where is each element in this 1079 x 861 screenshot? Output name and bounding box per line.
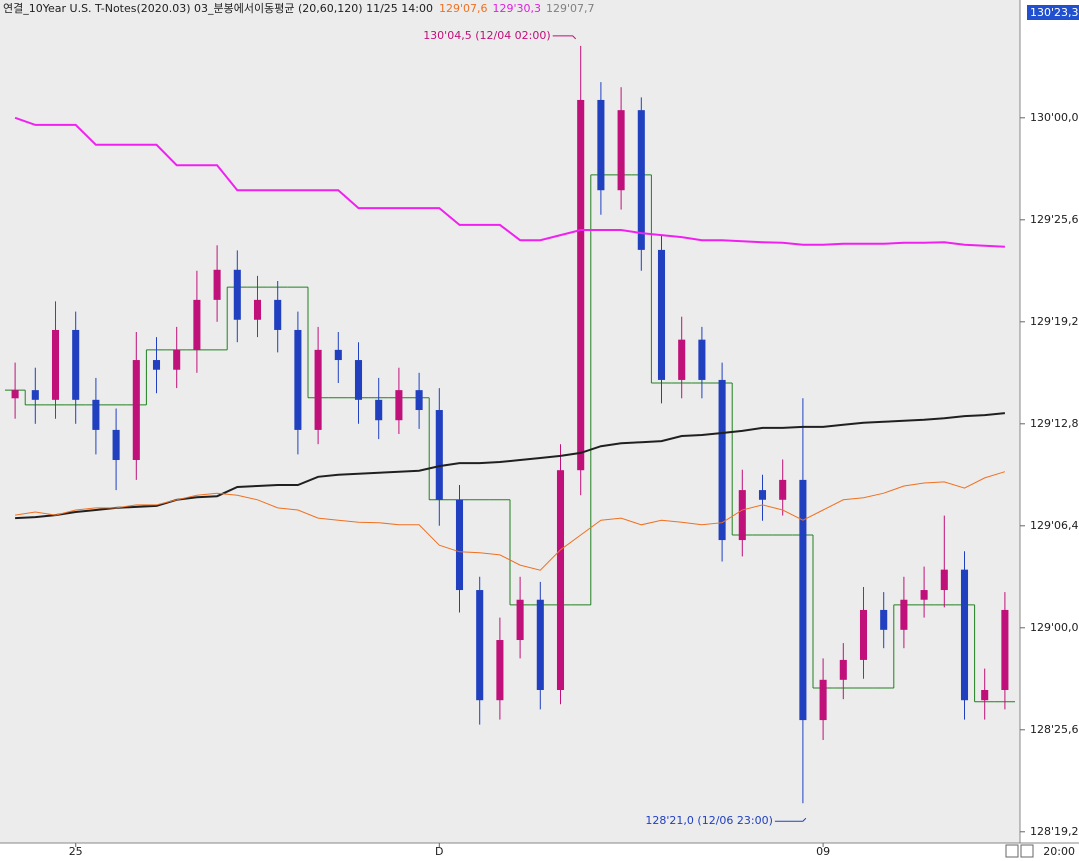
candle-body (779, 479, 787, 500)
candle-body (960, 569, 969, 701)
y-tick-label: 129'19,2 (1030, 315, 1079, 328)
candle-body (819, 679, 827, 721)
candle-body (698, 339, 706, 380)
tool-icon[interactable] (1005, 844, 1019, 858)
candle-body (354, 360, 363, 400)
candle-body (92, 399, 100, 430)
candle-body (516, 599, 524, 641)
candle-body (112, 429, 120, 461)
y-tick-label: 128'25,6 (1030, 723, 1079, 736)
candle-body (981, 690, 989, 701)
candle-body (31, 390, 39, 400)
candle-body (758, 490, 767, 500)
y-tick-label: 129'00,0 (1030, 621, 1079, 634)
candle-body (536, 599, 544, 691)
price-marker-box (1027, 5, 1079, 20)
plot-area (0, 0, 1020, 843)
candle-body (193, 299, 201, 350)
header-value: 129'07,6 (439, 2, 488, 15)
x-tick-label: 09 (816, 845, 830, 858)
candle-body (839, 659, 847, 680)
candle-body (859, 609, 868, 660)
candle-body (253, 299, 262, 320)
candle-body (496, 640, 504, 701)
annotation: 130'04,5 (12/04 02:00) (423, 29, 551, 42)
candle-body (435, 410, 443, 500)
candle-body (920, 590, 928, 600)
price-marker: 130'23,3 (1030, 6, 1079, 19)
candle-body (334, 349, 342, 361)
annotation-leader (774, 817, 807, 822)
candle-body (314, 349, 322, 430)
annotation: 128'21,0 (12/06 23:00) (645, 814, 773, 827)
candle-body (294, 329, 302, 430)
candle-body (132, 360, 140, 461)
y-tick-label: 129'25,6 (1030, 213, 1079, 226)
x-axis-end-label: 20:00 (1043, 845, 1075, 858)
candle-body (556, 470, 565, 691)
candle-body (274, 299, 282, 330)
candle-body (11, 390, 19, 399)
candle-body (476, 590, 484, 701)
candle-body (597, 99, 605, 191)
y-tick-label: 129'12,8 (1030, 417, 1079, 430)
candle-body (1001, 609, 1009, 691)
candle-body (678, 339, 686, 380)
y-tick-label: 130'00,0 (1030, 111, 1079, 124)
y-tick-label: 128'19,2 (1030, 825, 1079, 838)
tool-icon[interactable] (1020, 844, 1034, 858)
candle-body (657, 249, 666, 380)
candle-body (577, 99, 585, 471)
header-value: 129'07,7 (546, 2, 595, 15)
candle-body (880, 609, 888, 630)
candle-body (173, 349, 181, 370)
candle-body (455, 499, 464, 591)
candle-body (152, 360, 161, 370)
candle-body (617, 110, 625, 191)
candle-body (72, 329, 80, 400)
header-value: 129'30,3 (493, 2, 542, 15)
x-tick-label: 25 (69, 845, 83, 858)
y-tick-label: 129'06,4 (1030, 519, 1079, 532)
marks (5, 45, 1015, 804)
candle-body (233, 269, 241, 320)
candle-body (799, 479, 807, 721)
ma-line (15, 471, 1006, 571)
candle-body (213, 269, 221, 300)
candle-body (900, 599, 908, 630)
candle-body (395, 390, 403, 421)
candle-body (718, 379, 726, 541)
candle-body (415, 390, 423, 411)
x-tick-label: D (435, 845, 443, 858)
annotation-leader (552, 35, 577, 40)
candle-body (738, 490, 746, 541)
candle-body (940, 569, 948, 591)
chart-title: 연결_10Year U.S. T-Notes(2020.03) 03_분봉에서이… (3, 2, 433, 15)
candle-body (51, 329, 60, 400)
ma-line (14, 116, 1005, 248)
candle-body (637, 110, 645, 250)
candle-body (375, 399, 383, 421)
